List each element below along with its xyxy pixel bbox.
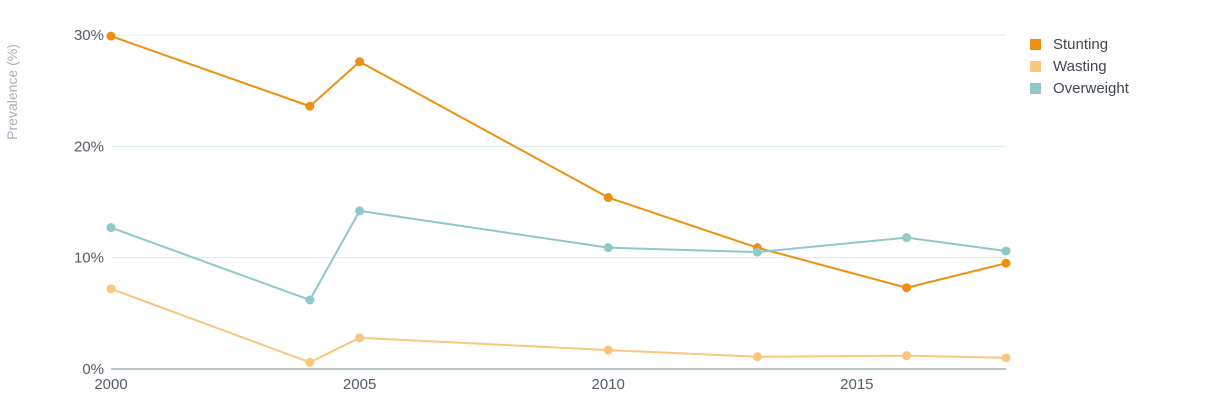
x-tick-label-2000: 2000: [94, 376, 127, 393]
data-point-overweight-2004: [305, 295, 315, 305]
series-line-wasting: [110, 287, 1007, 364]
gridlines: [111, 34, 1006, 259]
y-tick-label-20: 20%: [74, 138, 104, 155]
data-point-wasting-2004: [305, 357, 315, 367]
y-tick-label-10: 10%: [74, 250, 104, 267]
data-point-wasting-2005: [355, 333, 365, 343]
legend-item-overweight[interactable]: Overweight: [1030, 77, 1129, 99]
legend-swatch-wasting: [1030, 60, 1041, 72]
legend-label-overweight: Overweight: [1053, 79, 1129, 97]
series-line-stunting: [110, 35, 1007, 289]
data-point-overweight-2018: [1001, 246, 1011, 256]
data-point-stunting-2016: [902, 283, 912, 293]
data-point-wasting-2016: [902, 351, 912, 361]
x-tick-label-2015: 2015: [840, 376, 873, 393]
data-point-wasting-2010: [603, 345, 613, 355]
legend-swatch-stunting: [1030, 38, 1041, 50]
data-point-stunting-2000: [106, 31, 116, 41]
series-line-overweight: [110, 209, 1007, 301]
y-tick-label-0: 0%: [82, 361, 104, 378]
data-point-stunting-2010: [603, 193, 613, 203]
data-point-wasting-2018: [1001, 353, 1011, 363]
legend-item-stunting[interactable]: Stunting: [1030, 33, 1129, 55]
y-axis-title: Prevalence (%): [4, 44, 20, 140]
legend: Stunting Wasting Overweight: [1030, 33, 1129, 99]
legend-label-wasting: Wasting: [1053, 57, 1107, 75]
data-point-stunting-2005: [355, 57, 365, 67]
data-point-wasting-2000: [106, 284, 116, 294]
data-point-overweight-2000: [106, 223, 116, 233]
x-tick-label-2010: 2010: [592, 376, 625, 393]
data-point-stunting-2018: [1001, 258, 1011, 268]
data-point-wasting-2013: [752, 352, 762, 362]
data-point-overweight-2016: [902, 233, 912, 243]
y-tick-label-30: 30%: [74, 27, 104, 44]
axes: 0% 10% 20% 30% 2000 2005 2010 2015: [74, 27, 1006, 393]
data-point-overweight-2005: [355, 206, 365, 216]
data-point-overweight-2013: [752, 247, 762, 257]
data-point-overweight-2010: [603, 243, 613, 253]
data-point-stunting-2004: [305, 101, 315, 111]
legend-swatch-overweight: [1030, 82, 1041, 94]
x-tick-label-2005: 2005: [343, 376, 376, 393]
series-lines: [106, 31, 1011, 367]
legend-item-wasting[interactable]: Wasting: [1030, 55, 1129, 77]
legend-label-stunting: Stunting: [1053, 35, 1109, 53]
